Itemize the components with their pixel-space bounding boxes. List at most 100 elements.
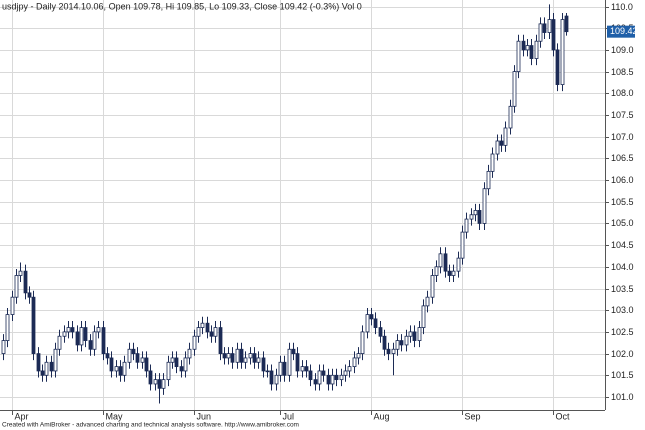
candle-body <box>196 327 201 337</box>
candle-body <box>477 210 482 224</box>
candle-body <box>1 340 6 354</box>
candle-body <box>166 361 171 381</box>
candle-body <box>395 340 400 350</box>
y-tick-label: 104.5 <box>611 240 634 250</box>
candle-body <box>179 366 184 372</box>
candle-body <box>521 40 526 51</box>
candle-body <box>44 361 49 376</box>
candle-body <box>88 340 93 350</box>
candle-body <box>434 266 439 276</box>
candle-body <box>555 49 560 86</box>
candle-body <box>399 340 404 346</box>
candle-body <box>243 357 248 363</box>
x-tick-label: Apr <box>15 411 29 421</box>
candle-body <box>36 353 41 372</box>
candle-body <box>114 366 119 372</box>
candle-body <box>486 170 491 190</box>
y-tick-label: 106.5 <box>611 153 634 163</box>
candle-body <box>295 353 300 372</box>
candle-body <box>153 379 158 385</box>
candle-body <box>144 357 149 372</box>
candle-body <box>109 357 114 372</box>
candle-body <box>352 357 357 368</box>
candle-body <box>122 361 127 376</box>
candle-body <box>14 275 19 298</box>
labels: 101.0 101.5 102.0 102.5 103.0 103.5 104.0 104.5… <box>12 2 638 421</box>
candle-body <box>408 331 413 337</box>
candle-body <box>174 357 179 368</box>
candle-body <box>274 374 279 385</box>
candle-body <box>417 327 422 341</box>
candle-body <box>10 296 15 315</box>
candle-body <box>365 314 370 333</box>
candle-body <box>391 348 396 354</box>
candle-body <box>187 348 192 359</box>
candle-body <box>369 314 374 320</box>
candle-body <box>79 327 84 346</box>
candle-body <box>53 348 58 372</box>
candle-body <box>226 353 231 359</box>
candle-body <box>326 374 331 385</box>
candle-body <box>213 327 218 337</box>
candle-body <box>443 253 448 272</box>
candle-body <box>300 366 305 372</box>
candle-body <box>490 153 495 172</box>
y-tick-label: 104.0 <box>611 262 634 272</box>
candle-body <box>252 353 257 363</box>
candle-body <box>83 327 88 341</box>
candle-body <box>317 370 322 385</box>
x-tick-label: Aug <box>374 411 390 421</box>
candle-body <box>256 357 261 363</box>
candle-body <box>23 270 28 294</box>
candle-body <box>118 366 123 376</box>
candle-body <box>278 361 283 376</box>
y-tick-label: 102.5 <box>611 327 634 337</box>
candle-body <box>18 270 23 276</box>
candle-body <box>57 335 62 350</box>
candle-body <box>378 327 383 337</box>
candle-body <box>105 353 110 359</box>
y-tick-label: 101.5 <box>611 370 634 380</box>
chart-title: usdjpy - Daily 2014.10.06, Open 109.78, … <box>2 1 362 11</box>
x-tick-label: May <box>106 411 124 421</box>
candle-body <box>534 40 539 59</box>
candle-body <box>512 71 517 107</box>
candle-body <box>265 370 270 373</box>
candle-body <box>382 335 387 350</box>
candle-body <box>503 127 508 146</box>
candle-body <box>529 45 534 59</box>
candle-body <box>183 357 188 372</box>
candle-body <box>425 296 430 307</box>
y-tick-label: 101.0 <box>611 392 634 402</box>
last-price-box <box>607 25 635 38</box>
candle-body <box>334 374 339 381</box>
candle-body <box>421 305 426 328</box>
candle-body <box>404 335 409 346</box>
candle-body <box>482 188 487 224</box>
candle-body <box>460 231 465 259</box>
candle-body <box>92 331 97 350</box>
candle-body <box>248 353 253 359</box>
candle-body <box>356 353 361 359</box>
candle-body <box>40 370 45 376</box>
candle-body <box>499 140 504 146</box>
candle-body <box>209 331 214 337</box>
candle-body <box>304 366 309 372</box>
candle-body <box>313 379 318 385</box>
candles <box>1 4 569 404</box>
y-tick-label: 102.0 <box>611 349 634 359</box>
x-tick-label: Jun <box>197 411 212 421</box>
candle-body <box>360 331 365 354</box>
candle-body <box>464 218 469 233</box>
candle-body <box>547 19 552 33</box>
candle-body <box>412 331 417 341</box>
candle-body <box>66 327 71 333</box>
y-tick-label: 103.5 <box>611 284 634 294</box>
candle-body <box>49 361 54 372</box>
candle-body <box>508 105 513 129</box>
candle-body <box>287 348 292 376</box>
candle-body <box>495 140 500 155</box>
candle-body <box>27 292 32 298</box>
